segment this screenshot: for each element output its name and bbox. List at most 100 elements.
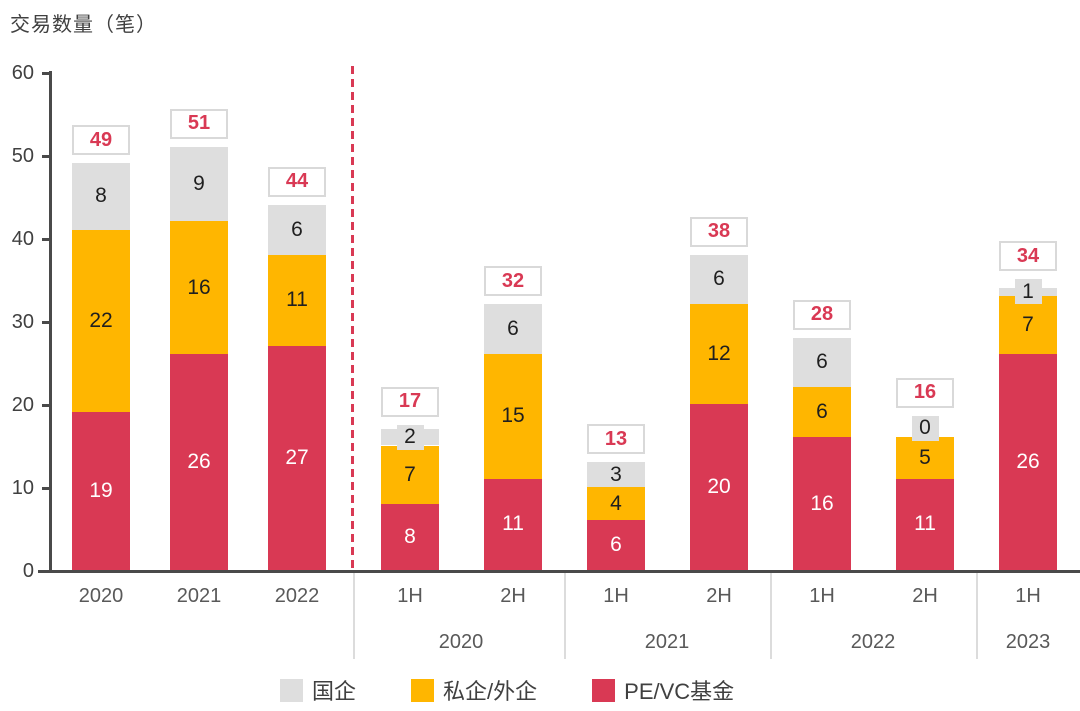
segment-value-label: 7 bbox=[1022, 313, 1034, 337]
total-label: 44 bbox=[268, 166, 326, 197]
segment-value-label: 26 bbox=[187, 450, 211, 474]
bar-segment-soe: 6 bbox=[793, 337, 851, 388]
bar-segment-soe: 6 bbox=[484, 304, 542, 355]
legend-swatch bbox=[280, 678, 303, 702]
x-tick-label: 1H bbox=[603, 585, 629, 607]
y-tick-mark bbox=[42, 321, 50, 324]
bar-segment-soe: 9 bbox=[170, 146, 228, 222]
legend: 国企 私企/外企 PE/VC基金 bbox=[280, 674, 734, 706]
segment-value-label: 4 bbox=[610, 491, 622, 515]
total-label: 16 bbox=[896, 377, 954, 408]
segment-value-label: 6 bbox=[816, 350, 828, 374]
bar-segment-soe: 6 bbox=[690, 254, 748, 305]
segment-value-label: 6 bbox=[816, 400, 828, 424]
legend-swatch bbox=[592, 678, 616, 702]
segment-value-label: 3 bbox=[610, 462, 622, 486]
legend-item: 私企/外企 bbox=[411, 674, 537, 706]
segment-value-label: 5 bbox=[919, 445, 931, 469]
bar-segment-pevc: 8 bbox=[381, 503, 439, 570]
x-tick-label: 2021 bbox=[176, 585, 222, 607]
segment-value-label: 15 bbox=[501, 404, 525, 428]
legend-item: 国企 bbox=[280, 674, 356, 706]
x-tick-label: 2H bbox=[500, 585, 526, 607]
bar-segment-private: 7 bbox=[381, 445, 439, 504]
bar-segment-pevc: 20 bbox=[690, 404, 748, 570]
group-separator-line bbox=[976, 573, 978, 659]
segment-value-label: 6 bbox=[610, 533, 622, 557]
bar-segment-private: 15 bbox=[484, 354, 542, 479]
x-tick-label: 1H bbox=[809, 585, 835, 607]
bar-segment-private: 11 bbox=[268, 254, 326, 346]
segment-value-label: 22 bbox=[89, 308, 113, 332]
y-tick-label: 20 bbox=[11, 394, 34, 416]
y-tick-label: 10 bbox=[11, 477, 34, 499]
total-label: 28 bbox=[793, 299, 851, 330]
x-tick-label: 2020 bbox=[78, 585, 124, 607]
y-axis-line bbox=[49, 71, 52, 573]
bar-segment-private: 12 bbox=[690, 304, 748, 404]
legend-label: PE/VC基金 bbox=[624, 679, 735, 704]
legend-label: 私企/外企 bbox=[443, 679, 538, 704]
x-group-label: 2022 bbox=[850, 631, 896, 653]
total-label: 13 bbox=[587, 424, 645, 455]
bar-segment-pevc: 16 bbox=[793, 437, 851, 570]
segment-value-label: 6 bbox=[713, 267, 725, 291]
x-tick-label: 2H bbox=[912, 585, 938, 607]
segment-value-label: 6 bbox=[291, 217, 303, 241]
bar-segment-label-patch: 1 bbox=[1014, 279, 1042, 305]
segment-value-label: 26 bbox=[1016, 450, 1040, 474]
segment-value-label: 8 bbox=[95, 184, 107, 208]
group-separator-line bbox=[770, 573, 772, 659]
bar-segment-soe: 3 bbox=[587, 462, 645, 487]
x-group-label: 2020 bbox=[438, 631, 484, 653]
x-tick-label: 2H bbox=[706, 585, 732, 607]
segment-value-label: 9 bbox=[193, 172, 205, 196]
segment-value-label: 27 bbox=[285, 445, 309, 469]
segment-value-label: 11 bbox=[914, 512, 936, 536]
y-tick-mark bbox=[42, 72, 50, 75]
total-label: 38 bbox=[690, 216, 748, 247]
bar-segment-private: 5 bbox=[896, 437, 954, 479]
total-label: 51 bbox=[170, 108, 228, 139]
bar-segment-pevc: 6 bbox=[587, 520, 645, 570]
bar-segment-pevc: 26 bbox=[170, 354, 228, 570]
y-tick-label: 0 bbox=[22, 560, 34, 582]
bar-segment-soe: 8 bbox=[72, 163, 130, 230]
segment-value-label: 11 bbox=[286, 288, 308, 312]
y-tick-mark bbox=[42, 238, 50, 241]
y-tick-label: 40 bbox=[11, 228, 34, 250]
x-group-label: 2023 bbox=[1005, 631, 1051, 653]
segment-value-label: 11 bbox=[502, 512, 524, 536]
bar-segment-private: 16 bbox=[170, 221, 228, 355]
group-separator-line bbox=[564, 573, 566, 659]
bar-segment-pevc: 19 bbox=[72, 412, 130, 570]
y-tick-label: 50 bbox=[11, 145, 34, 167]
total-label: 34 bbox=[999, 241, 1057, 272]
segment-value-label: 19 bbox=[89, 479, 113, 503]
x-group-label: 2021 bbox=[644, 631, 690, 653]
x-tick-label: 1H bbox=[397, 585, 423, 607]
legend-swatch bbox=[411, 678, 435, 702]
chart-title: 交易数量（笔） bbox=[10, 14, 157, 36]
bar-segment-label-patch: 0 bbox=[911, 415, 939, 441]
bar-segment-pevc: 26 bbox=[999, 354, 1057, 570]
bar-segment-private: 6 bbox=[793, 387, 851, 438]
bar-segment-pevc: 11 bbox=[484, 478, 542, 570]
bar-segment-private: 4 bbox=[587, 487, 645, 521]
y-tick-mark bbox=[42, 487, 50, 490]
group-separator-line bbox=[353, 573, 355, 659]
y-tick-mark bbox=[42, 404, 50, 407]
segment-value-label: 8 bbox=[404, 524, 416, 548]
segment-value-label: 16 bbox=[810, 491, 834, 515]
x-axis-line bbox=[38, 570, 1080, 573]
bar-segment-private: 7 bbox=[999, 296, 1057, 355]
total-label: 32 bbox=[484, 266, 542, 297]
bar-segment-label-patch: 2 bbox=[396, 424, 424, 450]
bar-segment-soe: 6 bbox=[268, 204, 326, 255]
bar-segment-private: 22 bbox=[72, 229, 130, 413]
segment-value-label: 7 bbox=[404, 462, 416, 486]
y-tick-mark bbox=[42, 155, 50, 158]
segment-value-label: 6 bbox=[507, 317, 519, 341]
